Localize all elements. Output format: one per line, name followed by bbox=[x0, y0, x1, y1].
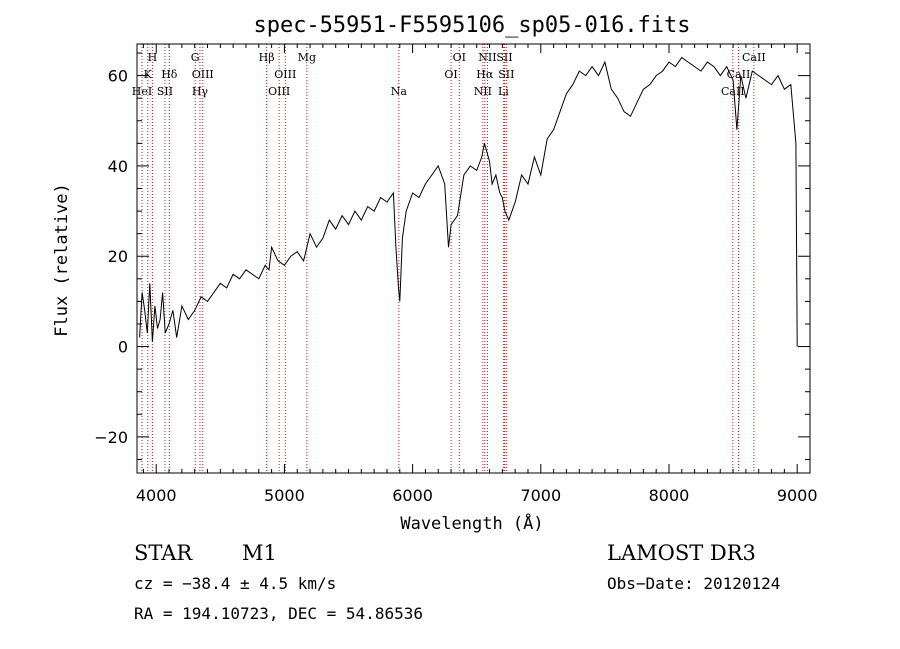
line-label-hδ: Hδ bbox=[161, 68, 178, 81]
survey-name: LAMOST DR3 bbox=[607, 541, 756, 565]
x-tick-label: 8000 bbox=[649, 486, 690, 505]
line-label-na: Na bbox=[391, 85, 408, 98]
spectral-line-markers bbox=[141, 44, 755, 473]
observation-date: Obs−Date: 20120124 bbox=[607, 574, 780, 593]
line-label-nii: NII bbox=[474, 85, 492, 98]
line-label-oi: OI bbox=[444, 68, 457, 81]
line-label-oi: OI bbox=[453, 51, 466, 64]
chart-title: spec-55951-F5595106_sp05-016.fits bbox=[253, 13, 690, 38]
object-subclass: M1 bbox=[242, 541, 277, 565]
line-label-h: H bbox=[148, 51, 158, 64]
line-label-hα: Hα bbox=[476, 68, 494, 81]
x-axis-label: Wavelength (Å) bbox=[400, 512, 543, 534]
plot-frame bbox=[136, 43, 811, 474]
x-axis-ticks: 4000 5000 6000 7000 8000 9000 bbox=[136, 44, 818, 505]
y-tick-label: −20 bbox=[94, 428, 128, 447]
x-tick-label: 5000 bbox=[264, 486, 305, 505]
spectrum-line bbox=[139, 56, 798, 347]
line-label-sii: SII bbox=[157, 85, 173, 98]
line-label-hβ: Hβ bbox=[259, 51, 275, 64]
line-label-caii: CaII bbox=[721, 85, 745, 98]
line-label-nii: NII bbox=[478, 51, 496, 64]
y-axis-ticks: −20 0 20 40 60 bbox=[94, 52, 810, 460]
line-label-oiii: OIII bbox=[268, 85, 290, 98]
line-label-li: Li bbox=[498, 85, 509, 98]
y-tick-label: 60 bbox=[108, 67, 128, 86]
x-tick-label: 9000 bbox=[777, 486, 818, 505]
line-label-sii: SII bbox=[496, 51, 512, 64]
y-tick-label: 20 bbox=[108, 247, 128, 266]
line-label-hγ: Hγ bbox=[192, 85, 209, 98]
object-class: STAR bbox=[134, 541, 193, 565]
line-label-hei: HeI bbox=[132, 85, 152, 98]
redshift-info: cz = −38.4 ± 4.5 km/s bbox=[134, 574, 336, 593]
line-label-caii: CaII bbox=[742, 51, 766, 64]
line-label-sii: SII bbox=[498, 68, 514, 81]
coordinates: RA = 194.10723, DEC = 54.86536 bbox=[134, 604, 423, 623]
y-axis-label: Flux (relative) bbox=[52, 183, 72, 337]
line-label-k: K bbox=[144, 68, 153, 81]
line-label-oiii: OIII bbox=[274, 68, 296, 81]
line-label-g: G bbox=[191, 51, 200, 64]
line-label-caii: CaII bbox=[727, 68, 751, 81]
line-label-mg: Mg bbox=[298, 51, 316, 64]
x-tick-label: 4000 bbox=[136, 486, 177, 505]
y-tick-label: 0 bbox=[118, 338, 128, 357]
line-label-oiii: OIII bbox=[192, 68, 214, 81]
x-tick-label: 6000 bbox=[392, 486, 433, 505]
y-tick-label: 40 bbox=[108, 157, 128, 176]
x-tick-label: 7000 bbox=[520, 486, 561, 505]
